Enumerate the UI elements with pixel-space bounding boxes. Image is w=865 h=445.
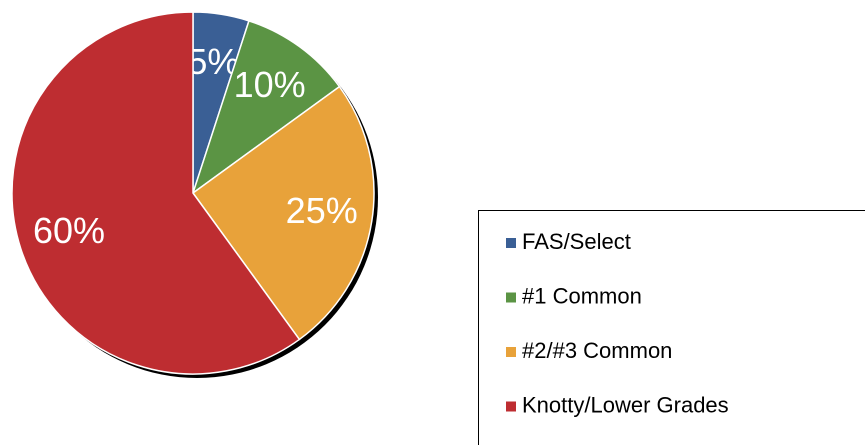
legend-swatch — [506, 401, 516, 412]
pie-slice — [11, 11, 301, 375]
slice-label: 25% — [286, 190, 358, 231]
legend-box — [478, 210, 865, 445]
slice-label: 10% — [234, 64, 306, 105]
slice-label: 60% — [33, 210, 105, 251]
legend-label: FAS/Select — [522, 229, 631, 254]
legend-swatch — [506, 238, 516, 248]
legend-swatch — [506, 347, 516, 357]
pie-slice — [191, 85, 375, 341]
pie-slice — [191, 19, 341, 195]
legend-label: Knotty/Lower Grades — [522, 392, 729, 417]
legend-label: #2/#3 Common — [522, 338, 672, 363]
legend-swatch — [506, 292, 516, 303]
legend-label: #1 Common — [522, 283, 642, 308]
